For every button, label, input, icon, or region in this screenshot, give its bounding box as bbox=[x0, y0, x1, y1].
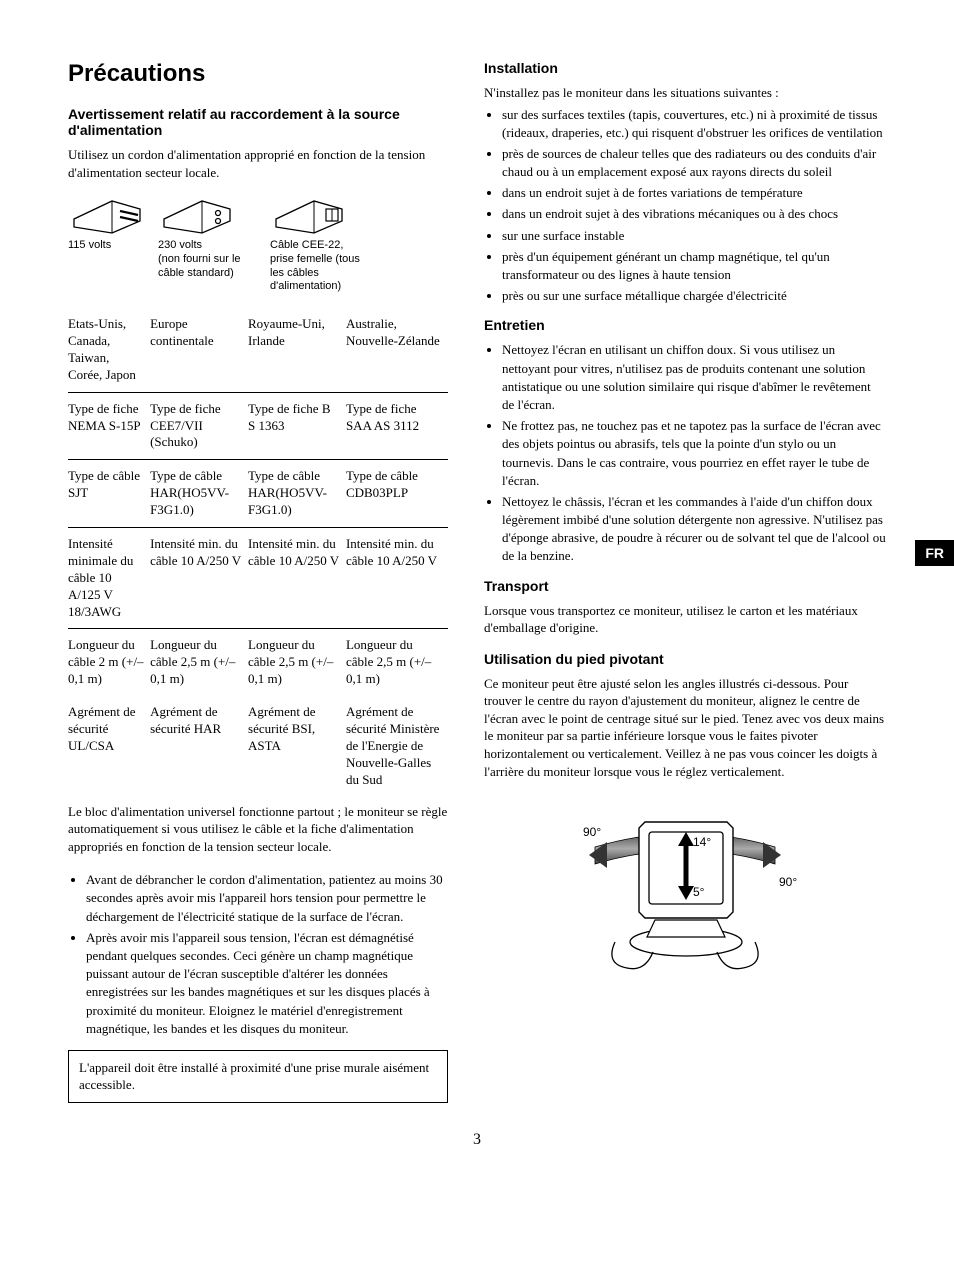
plug-illustrations: 115 volts 230 volts (non fourni sur le c… bbox=[68, 191, 448, 294]
ninety-left-label: 90° bbox=[583, 825, 601, 839]
list-item: près d'un équipement générant un champ m… bbox=[502, 248, 886, 284]
page-number: 3 bbox=[68, 1131, 886, 1149]
outlet-warning-box: L'appareil doit être installé à proximit… bbox=[68, 1050, 448, 1103]
table-cell: Agrément de sécurité HAR bbox=[150, 696, 248, 796]
maintenance-bullets: Nettoyez l'écran en utilisant un chiffon… bbox=[484, 341, 886, 565]
table-cell: Intensité min. du câble 10 A/250 V bbox=[150, 528, 248, 629]
table-cell: Intensité min. du câble 10 A/250 V bbox=[346, 528, 448, 629]
pivot-diagram-icon: 90° 90° 14° 5° bbox=[535, 792, 835, 982]
table-cell: Royaume-Uni, Irlande bbox=[248, 308, 346, 392]
plug-115v-caption: 115 volts bbox=[68, 239, 146, 253]
table-cell: Europe continentale bbox=[150, 308, 248, 392]
table-cell: Type de câble HAR(HO5VV-F3G1.0) bbox=[248, 460, 346, 528]
list-item: Nettoyez le châssis, l'écran et les comm… bbox=[502, 493, 886, 566]
list-item: Nettoyez l'écran en utilisant un chiffon… bbox=[502, 341, 886, 414]
maintenance-heading: Entretien bbox=[484, 317, 886, 333]
five-label: 5° bbox=[693, 885, 705, 899]
transport-heading: Transport bbox=[484, 578, 886, 594]
table-cell: Type de fiche B S 1363 bbox=[248, 392, 346, 460]
installation-heading: Installation bbox=[484, 60, 886, 76]
table-footnote: Le bloc d'alimentation universel fonctio… bbox=[68, 803, 448, 856]
list-item: près de sources de chaleur telles que de… bbox=[502, 145, 886, 181]
ninety-right-label: 90° bbox=[779, 875, 797, 889]
table-cell: Type de câble SJT bbox=[68, 460, 150, 528]
table-cell: Intensité min. du câble 10 A/250 V bbox=[248, 528, 346, 629]
table-cell: Type de fiche NEMA S-15P bbox=[68, 392, 150, 460]
table-cell: Type de câble HAR(HO5VV-F3G1.0) bbox=[150, 460, 248, 528]
plug-230v-caption: 230 volts (non fourni sur le câble stand… bbox=[158, 239, 258, 280]
table-cell: Agrément de sécurité Ministère de l'Ener… bbox=[346, 696, 448, 796]
list-item: près ou sur une surface métallique charg… bbox=[502, 287, 886, 305]
list-item: Ne frottez pas, ne touchez pas et ne tap… bbox=[502, 417, 886, 490]
list-item: sur une surface instable bbox=[502, 227, 886, 245]
table-cell: Intensité minimale du câble 10 A/125 V 1… bbox=[68, 528, 150, 629]
table-cell: Longueur du câble 2,5 m (+/– 0,1 m) bbox=[150, 629, 248, 696]
power-bullets: Avant de débrancher le cordon d'alimenta… bbox=[68, 871, 448, 1038]
plug-230v-icon bbox=[158, 191, 236, 235]
plug-cee22-caption: Câble CEE-22, prise femelle (tous les câ… bbox=[270, 239, 370, 294]
installation-bullets: sur des surfaces textiles (tapis, couver… bbox=[484, 106, 886, 306]
left-column: Précautions Avertissement relatif au rac… bbox=[68, 60, 448, 1103]
list-item: dans un endroit sujet à de fortes variat… bbox=[502, 184, 886, 202]
right-column: Installation N'installez pas le moniteur… bbox=[484, 60, 886, 1103]
table-cell: Agrément de sécurité UL/CSA bbox=[68, 696, 150, 796]
table-cell: Australie, Nouvelle-Zélande bbox=[346, 308, 448, 392]
fourteen-label: 14° bbox=[693, 835, 711, 849]
table-cell: Longueur du câble 2,5 m (+/– 0,1 m) bbox=[346, 629, 448, 696]
language-tab: FR bbox=[915, 540, 954, 566]
plug-cee22-icon bbox=[270, 191, 348, 235]
list-item: Après avoir mis l'appareil sous tension,… bbox=[86, 929, 448, 1038]
installation-intro: N'installez pas le moniteur dans les sit… bbox=[484, 84, 886, 102]
plug-115v-icon bbox=[68, 191, 146, 235]
power-warning-intro: Utilisez un cordon d'alimentation approp… bbox=[68, 146, 448, 181]
list-item: Avant de débrancher le cordon d'alimenta… bbox=[86, 871, 448, 926]
pivot-text: Ce moniteur peut être ajusté selon les a… bbox=[484, 675, 886, 780]
power-warning-heading: Avertissement relatif au raccordement à … bbox=[68, 106, 448, 138]
cord-spec-table: Etats-Unis, Canada, Taiwan, Corée, Japon… bbox=[68, 308, 448, 796]
pivot-heading: Utilisation du pied pivotant bbox=[484, 651, 886, 667]
table-cell: Longueur du câble 2 m (+/– 0,1 m) bbox=[68, 629, 150, 696]
list-item: dans un endroit sujet à des vibrations m… bbox=[502, 205, 886, 223]
table-cell: Agrément de sécurité BSI, ASTA bbox=[248, 696, 346, 796]
table-cell: Type de fiche SAA AS 3112 bbox=[346, 392, 448, 460]
table-cell: Etats-Unis, Canada, Taiwan, Corée, Japon bbox=[68, 308, 150, 392]
table-cell: Longueur du câble 2,5 m (+/– 0,1 m) bbox=[248, 629, 346, 696]
table-cell: Type de fiche CEE7/VII (Schuko) bbox=[150, 392, 248, 460]
table-cell: Type de câble CDB03PLP bbox=[346, 460, 448, 528]
transport-text: Lorsque vous transportez ce moniteur, ut… bbox=[484, 602, 886, 637]
list-item: sur des surfaces textiles (tapis, couver… bbox=[502, 106, 886, 142]
page-title: Précautions bbox=[68, 60, 448, 88]
